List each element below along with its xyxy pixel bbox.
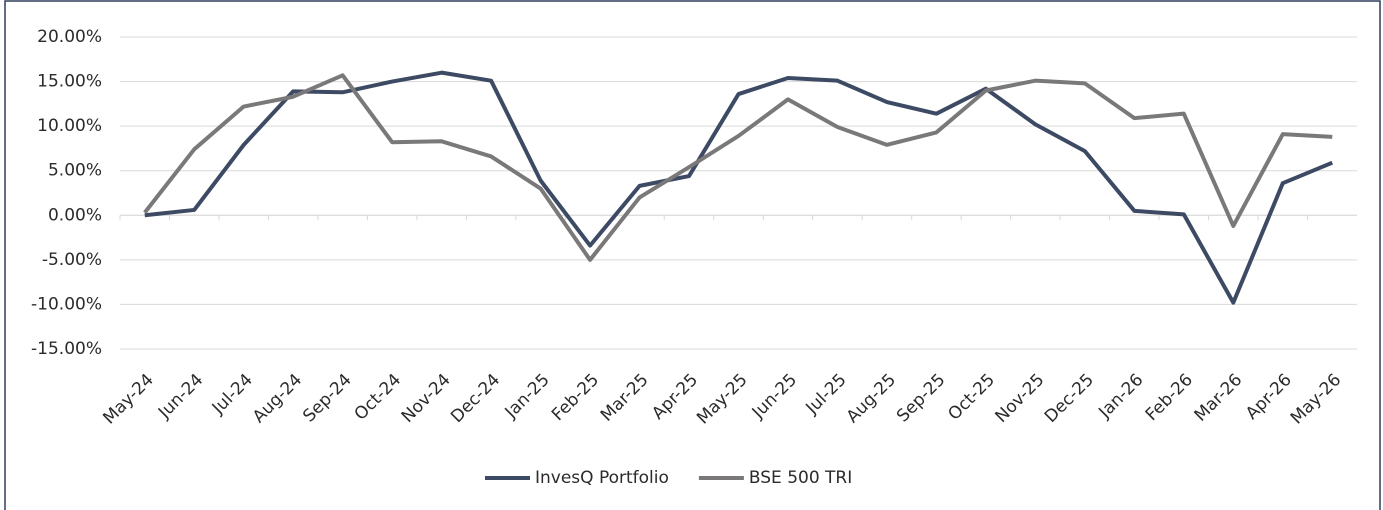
x-tick-label: Jan-26: [1094, 370, 1147, 423]
x-tick-label: Sep-25: [893, 370, 949, 426]
x-tick-label: Sep-24: [299, 370, 355, 426]
y-tick-label: 10.00%: [37, 116, 102, 136]
x-tick-label: Dec-25: [1041, 370, 1098, 427]
series-line: [144, 70, 1334, 305]
y-tick-label: -5.00%: [42, 250, 102, 270]
x-tick-label: Jun-24: [154, 370, 207, 423]
x-tick-label: Jun-25: [748, 370, 801, 423]
x-tick-label: Dec-24: [447, 370, 504, 427]
x-tick-label: Jan-25: [501, 370, 554, 423]
x-tick-label: Feb-25: [548, 370, 603, 425]
frame: [4, 0, 1381, 510]
y-tick-label: 0.00%: [48, 205, 102, 225]
x-tick-label: Oct-25: [944, 370, 999, 425]
x-tick-label: Nov-25: [992, 370, 1049, 427]
series-line: [143, 73, 1333, 262]
x-tick-label: Mar-26: [1191, 370, 1247, 426]
x-tick-label: Feb-26: [1142, 370, 1197, 425]
y-tick-label: 20.00%: [37, 27, 102, 47]
legend-label: InvesQ Portfolio: [535, 468, 669, 488]
x-tick-label: Aug-24: [249, 370, 306, 427]
x-tick-label: May-26: [1287, 370, 1345, 428]
x-tick-label: May-25: [693, 370, 751, 428]
y-tick-label: -10.00%: [31, 294, 102, 314]
y-tick-label: 15.00%: [37, 72, 102, 92]
x-tick-label: Nov-24: [398, 370, 455, 427]
x-tick-label: Aug-25: [843, 370, 900, 427]
x-tick-label: Mar-25: [597, 370, 653, 426]
x-tick-label: Oct-24: [351, 370, 406, 425]
y-tick-label: -15.00%: [31, 339, 102, 359]
y-tick-label: 5.00%: [48, 161, 102, 181]
x-tick-label: May-24: [99, 370, 157, 428]
legend-label: BSE 500 TRI: [749, 468, 852, 488]
